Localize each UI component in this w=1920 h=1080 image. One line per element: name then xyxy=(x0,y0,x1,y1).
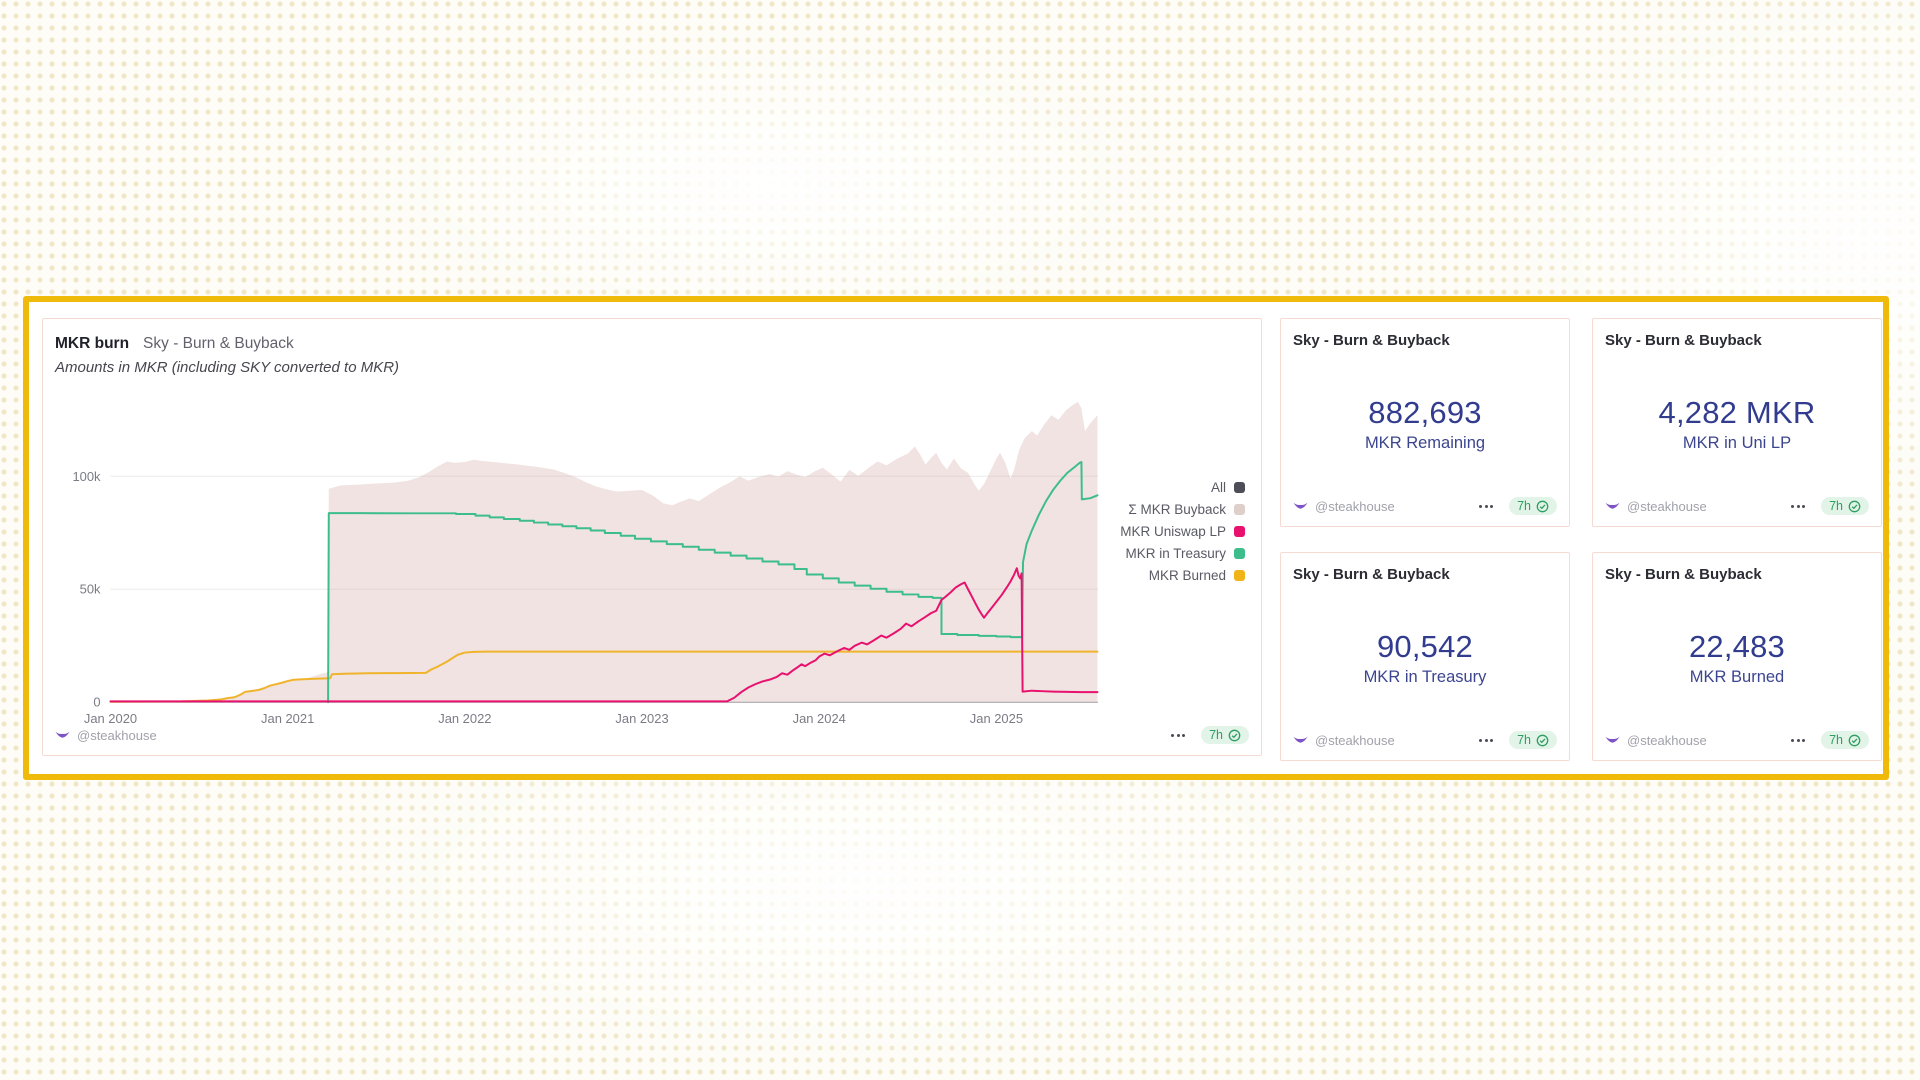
series-line-mkr-uniswap-lp xyxy=(109,567,1099,703)
steakhouse-logo-icon xyxy=(55,731,70,738)
card-title: Sky - Burn & Buyback xyxy=(1605,332,1762,349)
legend-item[interactable]: MKR Burned xyxy=(1120,564,1245,586)
more-menu-button[interactable] xyxy=(1789,737,1807,744)
check-circle-icon xyxy=(1848,500,1861,512)
legend-swatch xyxy=(1234,503,1245,515)
badge-age: 7h xyxy=(1517,733,1531,747)
legend-swatch xyxy=(1234,481,1245,493)
freshness-badge[interactable]: 7h xyxy=(1821,731,1869,749)
more-menu-button[interactable] xyxy=(1477,737,1495,744)
steakhouse-logo-icon xyxy=(1293,736,1308,743)
legend-label: Σ MKR Buyback xyxy=(1128,501,1226,517)
chart-header: MKR burn Sky - Burn & Buyback Amounts in… xyxy=(55,335,1249,376)
highlight-frame: 0 50k 100k Jan 2020 Jan 2021 Jan 2022 Jan 2023… xyxy=(23,296,1889,780)
y-axis-tick-label: 100k xyxy=(72,469,101,484)
series-line-mkr-burned xyxy=(109,650,1099,703)
legend-swatch xyxy=(1234,525,1245,537)
freshness-badge[interactable]: 7h xyxy=(1821,497,1869,515)
stat-card: Sky - Burn & Buyback 90,542 MKR in Treas… xyxy=(1280,552,1570,761)
y-axis-tick-label: 50k xyxy=(80,582,101,597)
stat-label: MKR Burned xyxy=(1689,668,1785,686)
author-handle[interactable]: @steakhouse xyxy=(1293,499,1395,514)
more-menu-button[interactable] xyxy=(1169,732,1187,739)
card-footer: @steakhouse 7h xyxy=(1605,495,1869,517)
chart-panel: 0 50k 100k Jan 2020 Jan 2021 Jan 2022 Jan 2023… xyxy=(42,318,1262,756)
author-name: @steakhouse xyxy=(1627,732,1707,748)
stat-card: Sky - Burn & Buyback 4,282 MKR MKR in Un… xyxy=(1592,318,1882,527)
stat-card: Sky - Burn & Buyback 882,693 MKR Remaini… xyxy=(1280,318,1570,527)
card-footer: @steakhouse 7h xyxy=(1293,729,1557,751)
check-circle-icon xyxy=(1536,734,1549,746)
author-name: @steakhouse xyxy=(1315,498,1395,514)
stat-value: 22,483 xyxy=(1688,629,1786,664)
more-menu-button[interactable] xyxy=(1477,503,1495,510)
chart-legend: All Σ MKR Buyback MKR Uniswap LP MKR in Tre… xyxy=(1120,476,1245,586)
check-circle-icon xyxy=(1848,734,1861,746)
legend-item[interactable]: All xyxy=(1120,476,1245,498)
series-line-mkr-in-treasury xyxy=(327,461,1099,704)
steakhouse-logo-icon xyxy=(1293,502,1308,509)
freshness-badge[interactable]: 7h xyxy=(1201,726,1249,744)
chart-title: MKR burn xyxy=(55,335,130,352)
legend-label: MKR Burned xyxy=(1148,567,1226,583)
x-axis-tick-label: Jan 2025 xyxy=(970,711,1023,726)
steakhouse-logo-icon xyxy=(1605,502,1620,509)
chart-dashboard-name[interactable]: Sky - Burn & Buyback xyxy=(143,335,294,352)
badge-age: 7h xyxy=(1829,499,1843,513)
check-circle-icon xyxy=(1536,500,1549,512)
author-name: @steakhouse xyxy=(1315,732,1395,748)
legend-item[interactable]: MKR Uniswap LP xyxy=(1120,520,1245,542)
stat-card: Sky - Burn & Buyback 22,483 MKR Burned @… xyxy=(1592,552,1882,761)
author-name: @steakhouse xyxy=(1627,498,1707,514)
author-name: @steakhouse xyxy=(77,727,157,743)
chart-panel-footer: @steakhouse 7h xyxy=(55,724,1249,746)
series-area--mkr-buyback xyxy=(110,401,1098,703)
legend-label: MKR Uniswap LP xyxy=(1120,523,1226,539)
badge-age: 7h xyxy=(1517,499,1531,513)
author-handle[interactable]: @steakhouse xyxy=(1605,499,1707,514)
legend-item[interactable]: MKR in Treasury xyxy=(1120,542,1245,564)
x-axis-tick-label: Jan 2022 xyxy=(438,711,491,726)
badge-age: 7h xyxy=(1829,733,1843,747)
line-chart: 0 50k 100k Jan 2020 Jan 2021 Jan 2022 Jan 2023… xyxy=(72,401,1099,726)
author-handle[interactable]: @steakhouse xyxy=(55,728,157,743)
steakhouse-logo-icon xyxy=(1605,736,1620,743)
stat-label: MKR Remaining xyxy=(1364,434,1486,452)
card-footer: @steakhouse 7h xyxy=(1293,495,1557,517)
stat-label: MKR in Uni LP xyxy=(1682,434,1792,452)
card-title: Sky - Burn & Buyback xyxy=(1605,566,1762,583)
legend-swatch xyxy=(1234,547,1245,559)
legend-label: All xyxy=(1210,479,1226,495)
stat-value: 4,282 MKR xyxy=(1658,395,1816,430)
chart-subtitle: Amounts in MKR (including SKY converted … xyxy=(55,359,400,376)
freshness-badge[interactable]: 7h xyxy=(1509,731,1557,749)
x-axis-tick-label: Jan 2020 xyxy=(84,711,137,726)
freshness-badge[interactable]: 7h xyxy=(1509,497,1557,515)
legend-item[interactable]: Σ MKR Buyback xyxy=(1120,498,1245,520)
y-axis-tick-label: 0 xyxy=(93,695,100,710)
legend-label: MKR in Treasury xyxy=(1125,545,1226,561)
stat-value: 882,693 xyxy=(1368,395,1482,430)
more-menu-button[interactable] xyxy=(1789,503,1807,510)
card-title: Sky - Burn & Buyback xyxy=(1293,332,1450,349)
x-axis-tick-label: Jan 2023 xyxy=(615,711,668,726)
stat-label: MKR in Treasury xyxy=(1363,668,1487,686)
x-axis-tick-label: Jan 2021 xyxy=(261,711,314,726)
stat-value: 90,542 xyxy=(1376,629,1474,664)
author-handle[interactable]: @steakhouse xyxy=(1605,733,1707,748)
badge-age: 7h xyxy=(1209,728,1223,742)
legend-swatch xyxy=(1234,569,1245,581)
check-circle-icon xyxy=(1228,729,1241,741)
card-title: Sky - Burn & Buyback xyxy=(1293,566,1450,583)
x-axis-tick-label: Jan 2024 xyxy=(793,711,846,726)
author-handle[interactable]: @steakhouse xyxy=(1293,733,1395,748)
card-footer: @steakhouse 7h xyxy=(1605,729,1869,751)
